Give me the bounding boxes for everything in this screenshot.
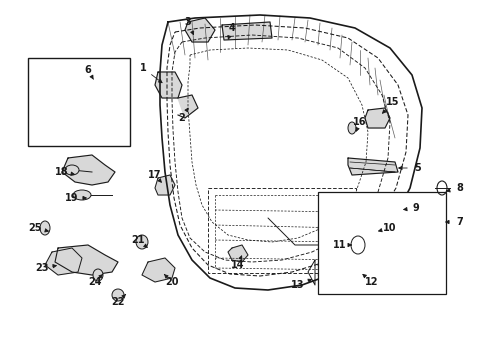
- Ellipse shape: [136, 235, 148, 249]
- Text: 24: 24: [88, 277, 102, 287]
- Text: 7: 7: [456, 217, 463, 227]
- Text: 17: 17: [148, 170, 162, 180]
- Text: 22: 22: [111, 297, 124, 307]
- Polygon shape: [327, 202, 394, 242]
- Text: 20: 20: [165, 277, 179, 287]
- Text: 8: 8: [456, 183, 463, 193]
- Text: 10: 10: [383, 223, 396, 233]
- Text: 12: 12: [365, 277, 378, 287]
- Text: 19: 19: [65, 193, 79, 203]
- Text: 16: 16: [352, 117, 366, 127]
- Text: 1: 1: [140, 63, 146, 73]
- Ellipse shape: [40, 221, 50, 235]
- Text: 13: 13: [291, 280, 304, 290]
- Polygon shape: [222, 22, 271, 40]
- Polygon shape: [347, 158, 397, 175]
- Text: 14: 14: [231, 260, 244, 270]
- Text: 15: 15: [386, 97, 399, 107]
- Bar: [317, 192, 445, 294]
- Bar: [28, 58, 130, 146]
- Text: 9: 9: [412, 203, 419, 213]
- Ellipse shape: [93, 269, 103, 281]
- Bar: [207, 188, 355, 273]
- Polygon shape: [184, 18, 215, 42]
- Polygon shape: [178, 95, 198, 118]
- Text: 6: 6: [84, 65, 91, 75]
- Text: 23: 23: [35, 263, 49, 273]
- Polygon shape: [62, 155, 115, 185]
- Text: 5: 5: [414, 163, 421, 173]
- Polygon shape: [364, 108, 389, 128]
- Ellipse shape: [73, 190, 91, 200]
- Text: 18: 18: [55, 167, 69, 177]
- Text: 11: 11: [332, 240, 346, 250]
- Polygon shape: [155, 175, 175, 195]
- Ellipse shape: [112, 289, 124, 301]
- Text: 2: 2: [178, 113, 185, 123]
- Polygon shape: [227, 245, 247, 262]
- Polygon shape: [42, 88, 82, 110]
- Text: 4: 4: [228, 23, 235, 33]
- Polygon shape: [55, 245, 118, 275]
- Text: 3: 3: [184, 17, 191, 27]
- Polygon shape: [142, 258, 175, 282]
- Ellipse shape: [347, 122, 355, 134]
- Polygon shape: [45, 248, 82, 275]
- Text: 21: 21: [131, 235, 144, 245]
- Text: 25: 25: [28, 223, 41, 233]
- Ellipse shape: [65, 165, 79, 175]
- Polygon shape: [155, 72, 182, 98]
